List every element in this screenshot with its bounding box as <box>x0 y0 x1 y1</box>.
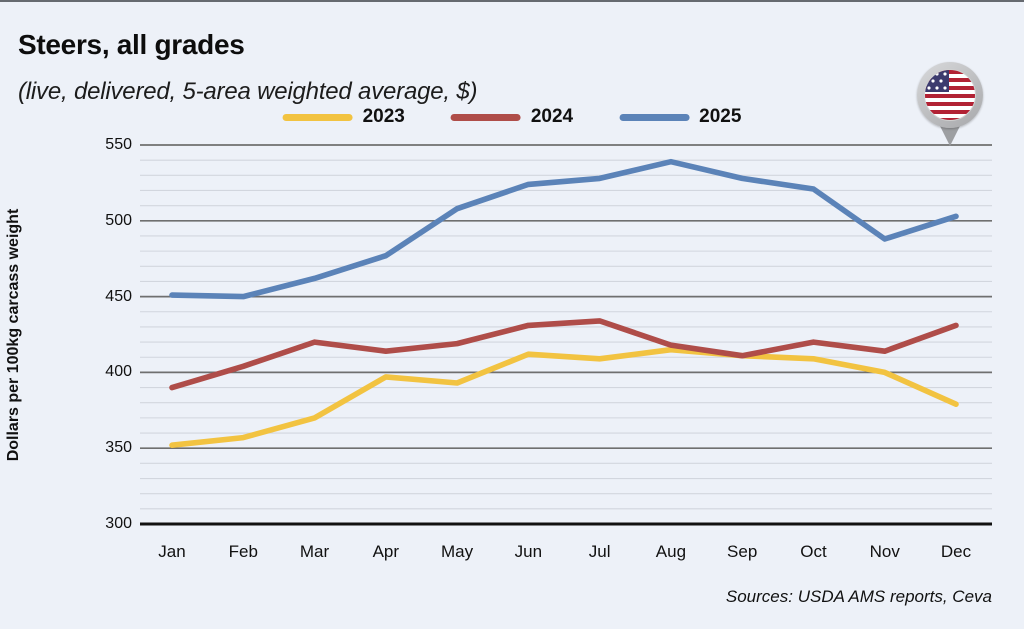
legend-item-2024: 2024 <box>450 106 574 128</box>
x-tick-label: Jan <box>158 542 186 561</box>
y-axis-title: Dollars per 100kg carcass weight <box>5 208 22 462</box>
x-tick-label: Mar <box>299 542 330 561</box>
x-tick-label: Apr <box>372 542 400 561</box>
y-tick-label: 550 <box>105 136 132 153</box>
y-tick-label: 350 <box>105 439 132 457</box>
legend-label: 2024 <box>530 106 574 127</box>
us-flag-icon <box>924 69 976 121</box>
y-tick-label: 300 <box>105 515 132 532</box>
x-tick-label: Jun <box>514 542 543 561</box>
x-tick-label: Dec <box>940 542 972 561</box>
legend-swatch-2025-icon <box>619 113 690 121</box>
x-tick-label: Jul <box>588 542 611 561</box>
series-line-2023 <box>169 346 959 449</box>
y-tick-label: 450 <box>105 287 132 305</box>
legend-label: 2023 <box>362 106 405 127</box>
y-tick-label: 400 <box>105 363 132 381</box>
us-flag-map-pin-icon <box>917 62 983 154</box>
source-note: Sources: USDA AMS reports, Ceva <box>725 587 992 606</box>
y-tick-label: 500 <box>105 211 132 229</box>
legend-item-2023: 2023 <box>282 106 405 128</box>
chart-legend: 2023 2024 2025 <box>282 106 741 128</box>
legend-swatch-2023-icon <box>282 113 353 121</box>
series-line-2024 <box>169 318 959 391</box>
x-tick-label: Aug <box>655 542 687 561</box>
x-tick-label: Feb <box>228 542 258 561</box>
page-title: Steers, all grades <box>18 28 245 60</box>
legend-swatch-2024-icon <box>450 113 521 121</box>
x-tick-label: Oct <box>800 542 827 561</box>
legend-label: 2025 <box>699 106 742 127</box>
x-tick-label: Sep <box>727 542 758 561</box>
series-line-2025 <box>169 158 959 300</box>
legend-item-2025: 2025 <box>619 106 741 128</box>
x-tick-label: Nov <box>869 542 900 561</box>
page-subtitle: (live, delivered, 5-area weighted averag… <box>18 77 478 105</box>
x-tick-label: May <box>441 542 474 561</box>
pin-head <box>917 62 983 128</box>
flag-canton <box>925 70 949 92</box>
